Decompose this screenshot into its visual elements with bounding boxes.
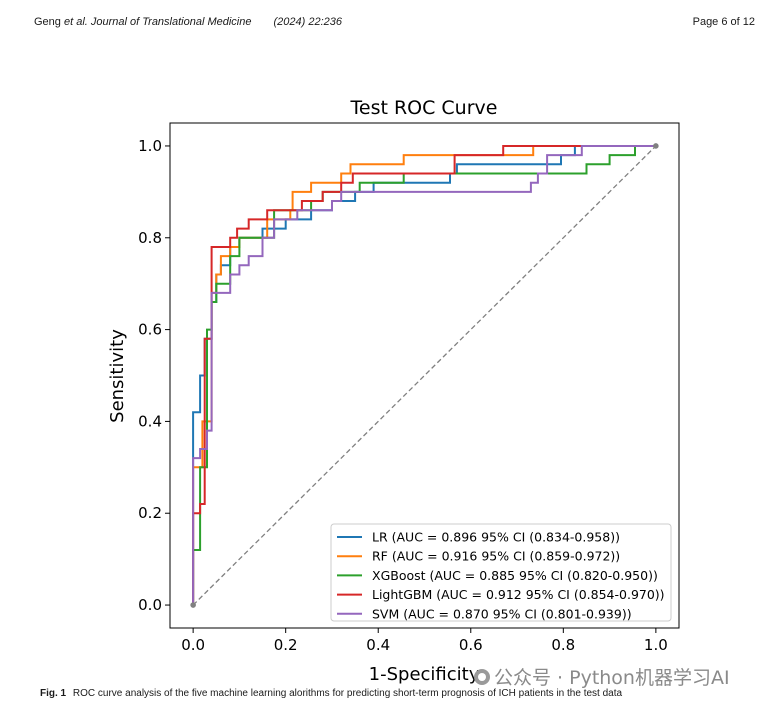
x-tick-label: 0.8 <box>551 636 575 654</box>
y-tick-label: 1.0 <box>138 137 162 155</box>
figure-label: Fig. 1 <box>40 688 67 699</box>
header-et-al: et al. <box>63 16 88 28</box>
roc-curve-3 <box>192 145 656 605</box>
y-tick-label: 0.4 <box>138 412 162 430</box>
x-tick-label: 1.0 <box>644 636 668 654</box>
header-authors: Geng <box>34 16 64 28</box>
header-journal: Journal of Translational Medicine <box>87 16 252 28</box>
page-number: Page 6 of 12 <box>692 16 755 28</box>
x-tick-label: 0.2 <box>274 636 298 654</box>
y-tick-label: 0.8 <box>138 229 162 247</box>
legend-label-3: LightGBM (AUC = 0.912 95% CI (0.854-0.97… <box>372 587 665 602</box>
legend-label-0: LR (AUC = 0.896 95% CI (0.834-0.958)) <box>372 530 620 545</box>
running-header: Geng et al. Journal of Translational Med… <box>34 16 342 28</box>
y-tick-label: 0.6 <box>138 321 162 339</box>
watermark-text: 公众号 · Python机器学习AI <box>494 667 730 689</box>
legend-label-2: XGBoost (AUC = 0.885 95% CI (0.820-0.950… <box>372 568 658 583</box>
plot-frame <box>169 122 680 629</box>
x-axis-label: 1-Specificity <box>369 664 480 685</box>
caption-text: ROC curve analysis of the five machine l… <box>72 688 623 699</box>
axis-ticks: 0.0 0.2 0.4 0.6 0.8 1.0 0.0 0.2 0.4 0.6 0.8 1.0 <box>138 137 668 654</box>
header-citation: (2024) 22:236 <box>273 16 343 28</box>
wechat-icon <box>474 668 490 685</box>
figure-caption: Fig. 1 ROC curve analysis of the five ma… <box>40 688 622 699</box>
legend-box <box>330 523 672 622</box>
diagonal-endpoint-0 <box>190 602 196 608</box>
legend-label-1: RF (AUC = 0.916 95% CI (0.859-0.972)) <box>372 549 620 564</box>
legend: LR (AUC = 0.896 95% CI (0.834-0.958)) RF … <box>330 523 672 622</box>
diagonal-endpoint-1 <box>653 143 659 149</box>
y-tick-label: 0.2 <box>138 504 162 522</box>
plot-area <box>190 143 659 608</box>
roc-curve-4 <box>192 145 656 605</box>
watermark: 公众号 · Python机器学习AI <box>474 663 730 690</box>
x-tick-label: 0.0 <box>181 636 205 654</box>
chart-title: Test ROC Curve <box>350 97 498 119</box>
y-axis-label: Sensitivity <box>107 329 128 423</box>
x-tick-label: 0.6 <box>459 636 483 654</box>
x-tick-label: 0.4 <box>366 636 390 654</box>
y-tick-label: 0.0 <box>138 596 162 614</box>
diagonal-reference-line <box>192 145 657 606</box>
legend-label-4: SVM (AUC = 0.870 95% CI (0.801-0.939)) <box>372 606 632 621</box>
